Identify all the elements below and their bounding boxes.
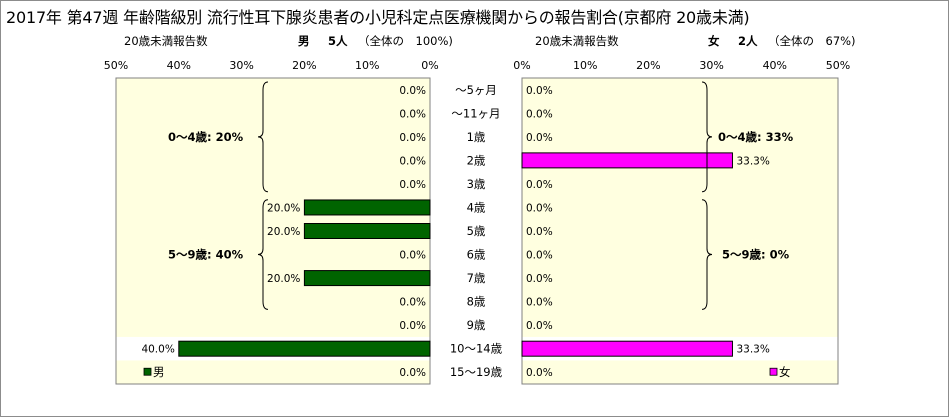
right-x-tick-label: 40% (763, 59, 787, 72)
female-data-label: 0.0% (526, 250, 553, 262)
category-label: 6歳 (467, 248, 486, 262)
female-data-label: 0.0% (526, 179, 553, 191)
right-age-5-9-brace (701, 199, 713, 310)
female-data-label: 0.0% (526, 132, 553, 144)
left-x-tick-label: 50% (104, 59, 128, 72)
male-data-label: 40.0% (141, 344, 174, 356)
category-label: ～5ヶ月 (455, 83, 497, 97)
female-legend-swatch (769, 367, 778, 376)
category-label: 10～14歳 (450, 342, 503, 356)
category-label: 7歳 (467, 271, 486, 285)
female-legend-label: 女 (779, 365, 791, 379)
female-data-label: 0.0% (526, 202, 553, 214)
female-data-label: 33.3% (736, 155, 769, 167)
female-bar (521, 152, 733, 169)
male-data-label: 0.0% (399, 85, 426, 97)
chart-title: 2017年 第47週 年齢階級別 流行性耳下腺炎患者の小児科定点医療機関からの報… (6, 8, 750, 27)
male-data-label: 20.0% (267, 202, 300, 214)
right-count-value: 2人 (738, 34, 758, 48)
category-label: 9歳 (467, 318, 486, 332)
male-data-label: 0.0% (399, 367, 426, 379)
male-data-label: 0.0% (399, 132, 426, 144)
right-x-tick-label: 50% (826, 59, 850, 72)
female-data-label: 0.0% (526, 320, 553, 332)
male-data-label: 0.0% (399, 179, 426, 191)
right-x-tick-label: 10% (573, 59, 597, 72)
left-x-tick-label: 30% (229, 59, 253, 72)
right-x-tick-label: 0% (513, 59, 530, 72)
male-data-label: 0.0% (399, 108, 426, 120)
category-label: 3歳 (467, 177, 486, 191)
right-annotation-0-4: 0～4歳: 33% (718, 130, 794, 144)
right-plot-area (522, 78, 838, 384)
category-label: 8歳 (467, 295, 486, 309)
left-total-share: （全体の 100%) (358, 34, 453, 48)
category-label: 4歳 (467, 200, 486, 214)
male-data-label: 20.0% (267, 226, 300, 238)
female-data-label: 33.3% (736, 344, 769, 356)
right-x-tick-label: 30% (699, 59, 723, 72)
male-data-label: 0.0% (399, 250, 426, 262)
right-count-label: 20歳未満報告数 (535, 34, 619, 48)
male-bar (303, 223, 431, 239)
male-data-label: 0.0% (399, 320, 426, 332)
category-label: 1歳 (467, 130, 486, 144)
female-data-label: 0.0% (526, 297, 553, 309)
category-label: ～11ヶ月 (451, 106, 500, 120)
male-legend-label: 男 (153, 365, 165, 379)
female-data-label: 0.0% (526, 367, 553, 379)
male-data-label: 20.0% (267, 273, 300, 285)
category-label: 15～19歳 (450, 365, 503, 379)
female-data-label: 0.0% (526, 226, 553, 238)
male-data-label: 0.0% (399, 297, 426, 309)
male-bar (303, 199, 431, 216)
right-annotation-5-9: 5～9歳: 0% (722, 248, 790, 262)
right-sex-label: 女 (708, 34, 720, 48)
female-data-label: 0.0% (526, 85, 553, 97)
right-age-0-4-brace (701, 81, 713, 193)
left-annotation-5-9: 5～9歳: 40% (168, 248, 244, 262)
left-age-0-4-brace (257, 81, 269, 193)
left-x-tick-label: 20% (292, 59, 316, 72)
left-x-tick-label: 40% (167, 59, 191, 72)
male-data-label: 0.0% (399, 155, 426, 167)
left-age-5-9-brace (257, 199, 269, 310)
right-plot-border (521, 77, 839, 385)
male-bar (178, 340, 431, 357)
female-data-label: 0.0% (526, 273, 553, 285)
left-count-value: 5人 (328, 34, 348, 48)
right-x-tick-label: 20% (636, 59, 660, 72)
female-bar (521, 340, 733, 357)
male-bar (303, 270, 431, 287)
right-total-share: （全体の 67%) (768, 34, 856, 48)
left-x-tick-label: 10% (355, 59, 379, 72)
category-label: 5歳 (467, 224, 486, 238)
left-x-tick-label: 0% (421, 59, 438, 72)
female-data-label: 0.0% (526, 108, 553, 120)
male-legend-swatch (143, 367, 152, 376)
left-sex-label: 男 (298, 34, 310, 48)
left-annotation-0-4: 0～4歳: 20% (168, 130, 244, 144)
category-label: 2歳 (467, 153, 486, 167)
left-count-label: 20歳未満報告数 (124, 34, 208, 48)
